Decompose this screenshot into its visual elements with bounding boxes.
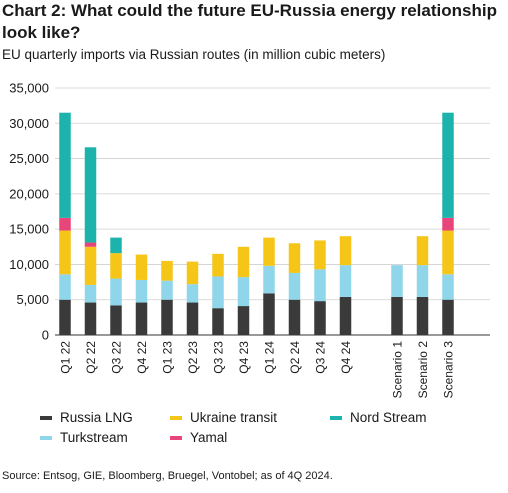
bar-segment-ukraine-transit [135, 254, 148, 280]
legend-swatch [330, 415, 342, 420]
x-tick-label: Q3 24 [314, 341, 328, 374]
bar-segment-russia-lng [186, 302, 199, 335]
bar-segment-turkstream [263, 265, 275, 294]
bar-segment-russia-lng [161, 299, 173, 335]
y-axis-tick-labels: 0 5,000 10,000 15,000 20,000 25,000 30,000 35,0… [9, 81, 49, 343]
stacked-bar-chart: 0 5,000 10,000 15,000 20,000 25,000 30,000 35,0… [9, 81, 490, 399]
x-tick-label: Q4 22 [135, 341, 149, 374]
bar-segment-russia-lng [59, 299, 71, 335]
bar-segment-russia-lng [237, 306, 250, 335]
bar-segment-nord-stream [59, 112, 71, 218]
y-tick-label: 30,000 [9, 116, 49, 131]
bar-segment-turkstream [59, 274, 71, 300]
bar-segment-russia-lng [391, 296, 403, 335]
x-tick-label: Scenario 1 [391, 341, 405, 399]
bar-segment-turkstream [339, 265, 352, 297]
x-tick-label: Q3 23 [212, 341, 226, 374]
legend-label: Yamal [190, 430, 228, 445]
bar-segment-ukraine-transit [84, 246, 97, 285]
x-tick-label: Q1 23 [161, 341, 175, 374]
y-tick-label: 25,000 [9, 151, 49, 166]
legend-item-yamal: Yamal [170, 430, 227, 445]
bar-segment-ukraine-transit [161, 260, 173, 281]
x-tick-label: Q2 24 [288, 341, 302, 374]
bar-segment-ukraine-transit [110, 253, 122, 279]
bar-segment-turkstream [186, 284, 199, 303]
chart-title: Chart 2: What could the future EU-Russia… [2, 1, 497, 42]
bar-segment-russia-lng [110, 305, 122, 335]
legend-label: Russia LNG [60, 410, 133, 425]
bar-segment-russia-lng [442, 299, 454, 335]
bar-segment-russia-lng [314, 301, 326, 335]
legend-item-nord-stream: Nord Stream [330, 410, 427, 425]
legend-item-russia-lng: Russia LNG [40, 410, 133, 425]
bar-segment-nord-stream [442, 112, 454, 218]
bar-segment-yamal [84, 242, 97, 247]
legend-swatch [170, 415, 182, 420]
x-tick-label: Scenario 3 [442, 341, 456, 399]
bar-segment-ukraine-transit [339, 236, 352, 266]
y-tick-label: 10,000 [9, 257, 49, 272]
legend-item-turkstream: Turkstream [40, 430, 128, 445]
bar-segment-ukraine-transit [314, 240, 326, 270]
bar-segment-turkstream [84, 284, 97, 303]
x-tick-label: Q2 23 [186, 341, 200, 374]
bar-segment-turkstream [135, 279, 148, 303]
bar-segment-turkstream [391, 265, 403, 297]
bar-segment-russia-lng [339, 296, 352, 335]
x-tick-label: Q1 24 [263, 341, 277, 374]
bar-segment-turkstream [288, 272, 301, 300]
bar-segment-turkstream [314, 269, 326, 302]
bar-segment-ukraine-transit [288, 243, 301, 273]
y-tick-label: 15,000 [9, 222, 49, 237]
bar-segment-turkstream [212, 276, 224, 309]
x-tick-label: Q3 22 [110, 341, 124, 374]
y-tick-label: 0 [42, 328, 49, 343]
bar-segment-ukraine-transit [416, 236, 429, 266]
bar-segment-turkstream [442, 274, 454, 300]
bar-segment-russia-lng [416, 296, 429, 335]
legend-swatch [170, 435, 182, 440]
legend: Russia LNG Ukraine transit Nord Stream T… [40, 410, 500, 450]
chart-subtitle: EU quarterly imports via Russian routes … [2, 47, 386, 62]
x-tick-label: Q4 24 [339, 341, 353, 374]
y-tick-label: 20,000 [9, 186, 49, 201]
bar-segment-ukraine-transit [263, 237, 275, 266]
bar-segment-ukraine-transit [237, 246, 250, 278]
x-tick-label: Scenario 2 [416, 341, 430, 399]
x-tick-label: Q2 22 [84, 341, 98, 374]
bars [59, 112, 454, 335]
bar-segment-ukraine-transit [59, 230, 71, 275]
bar-segment-russia-lng [288, 299, 301, 335]
bar-segment-russia-lng [212, 308, 224, 335]
bar-segment-russia-lng [263, 293, 275, 335]
x-tick-label: Q4 23 [237, 341, 251, 374]
x-tick-label: Q1 22 [59, 341, 73, 374]
bar-segment-nord-stream [84, 147, 97, 243]
bar-segment-yamal [59, 217, 71, 231]
legend-label: Nord Stream [350, 410, 427, 425]
bar-segment-ukraine-transit [212, 253, 224, 277]
y-tick-label: 35,000 [9, 81, 49, 96]
legend-label: Turkstream [60, 430, 128, 445]
bar-segment-ukraine-transit [442, 230, 454, 275]
bar-segment-turkstream [237, 277, 250, 307]
x-axis-tick-labels: Q1 22 Q2 22 Q3 22 Q4 22 Q1 23 Q2 23 Q3 23 Q4 23… [59, 341, 456, 399]
bar-segment-turkstream [416, 265, 429, 297]
legend-swatch [40, 435, 52, 440]
bar-segment-ukraine-transit [186, 261, 199, 285]
legend-swatch [40, 415, 52, 420]
legend-label: Ukraine transit [190, 410, 278, 425]
bar-segment-nord-stream [110, 237, 122, 254]
bar-segment-turkstream [110, 278, 122, 306]
bar-segment-russia-lng [135, 302, 148, 335]
source-note: Source: Entsog, GIE, Bloomberg, Bruegel,… [2, 470, 333, 482]
bar-segment-turkstream [161, 280, 173, 300]
y-tick-label: 5,000 [16, 292, 49, 307]
bar-segment-yamal [442, 217, 454, 231]
legend-item-ukraine-transit: Ukraine transit [170, 410, 277, 425]
bar-segment-russia-lng [84, 302, 97, 335]
